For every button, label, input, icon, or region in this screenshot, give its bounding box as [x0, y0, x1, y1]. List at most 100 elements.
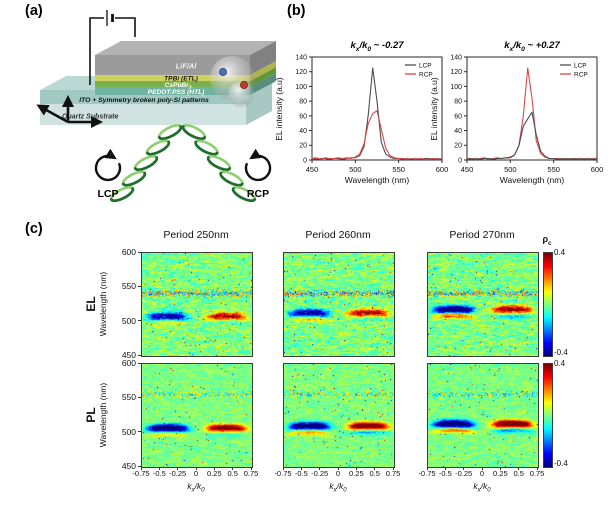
heatmap-xtick: 0.25	[349, 469, 364, 478]
xtick-mark	[177, 467, 179, 470]
xtick-mark	[319, 467, 321, 470]
heatmap-pl-period-270nm	[427, 363, 539, 468]
rcp-rotation-icon	[244, 148, 272, 182]
heatmap-ylabel: Wavelength (nm)	[98, 382, 108, 447]
svg-text:450: 450	[306, 165, 319, 174]
legend-entry: LCP	[419, 62, 432, 69]
led-stack: LiF/Al TPBi (ETL) CsPbBr3 PEDOT:PSS (HTL…	[95, 41, 276, 96]
curve-rcp	[311, 110, 443, 160]
svg-text:120: 120	[450, 69, 462, 76]
curve-lcp	[311, 67, 443, 160]
svg-text:500: 500	[349, 165, 362, 174]
heatmap-xtick: 0.75	[385, 469, 401, 478]
heatmap-xtick: 0.25	[207, 469, 222, 478]
heatmap-el-period-250nm	[141, 252, 253, 357]
heatmap-xtick: -0.5	[152, 469, 166, 478]
heatmap-xlabel: kx/k0	[329, 481, 347, 494]
svg-text:20: 20	[299, 143, 307, 150]
heatmap-xtick: -0.5	[294, 469, 308, 478]
ytick-mark	[138, 320, 141, 322]
xtick-mark	[481, 467, 483, 470]
heatmap-ytick: 550	[121, 281, 136, 292]
ito-label: ITO + Symmetry broken poly-Si patterns	[79, 97, 209, 104]
hole-dot	[240, 81, 248, 89]
svg-text:550: 550	[392, 165, 405, 174]
colorbar-el	[543, 252, 553, 357]
lcp-label: LCP	[98, 188, 119, 200]
svg-text:40: 40	[454, 128, 462, 135]
cathode-side	[250, 41, 276, 75]
svg-text:450: 450	[461, 165, 474, 174]
svg-text:0: 0	[458, 157, 462, 164]
svg-text:80: 80	[454, 99, 462, 106]
xtick-mark	[463, 467, 465, 470]
colorbar-max-label: 0.4	[554, 359, 566, 368]
cathode-label: LiF/Al	[176, 62, 198, 71]
xtick-mark	[426, 467, 428, 470]
svg-text:0: 0	[303, 157, 307, 164]
htl-layer	[95, 87, 250, 95]
xtick-mark	[140, 467, 142, 470]
ytick-mark	[138, 354, 141, 356]
cathode-top	[95, 41, 276, 55]
ytick-mark	[138, 285, 141, 287]
curve-rcp	[467, 67, 598, 160]
svg-text:500: 500	[504, 165, 517, 174]
xtick-mark	[518, 467, 520, 470]
xtick-mark	[444, 467, 446, 470]
heatmap-xlabel: kx/k0	[473, 481, 491, 494]
heatmap-ytick: 500	[121, 315, 136, 326]
ytick-mark	[138, 251, 141, 253]
svg-text:550: 550	[547, 165, 560, 174]
xtick-mark	[282, 467, 284, 470]
ytick-mark	[138, 431, 141, 433]
emitter-layer	[95, 81, 250, 87]
heatmap-xtick: 0	[193, 469, 199, 478]
small-sphere	[228, 81, 254, 107]
ytick-mark	[138, 396, 141, 398]
svg-text:100: 100	[295, 84, 307, 91]
heatmap-el-period-260nm	[283, 252, 395, 357]
panel-label-b: (b)	[287, 3, 306, 19]
heatmap-ytick: 500	[121, 426, 136, 437]
emitter-side	[250, 67, 276, 87]
heatmap-xtick: 0.5	[513, 469, 524, 478]
spectrum-xlabel: Wavelength (nm)	[344, 175, 410, 185]
heatmap-xtick: -0.25	[455, 469, 473, 478]
device-schematic: LiF/Al TPBi (ETL) CsPbBr3 PEDOT:PSS (HTL…	[36, 10, 276, 203]
ytick-mark	[138, 362, 141, 364]
heatmap-ytick: 600	[121, 247, 136, 257]
heatmap-ytick: 550	[121, 392, 136, 403]
el-spectrum-chart: 0 20 40 60 80 100 120 140 450 500 550 600 LCP RCP	[450, 54, 603, 174]
emitter-label: CsPbBr3	[165, 82, 192, 90]
exciton-sphere	[210, 56, 254, 107]
svg-text:140: 140	[295, 54, 307, 61]
xtick-mark	[213, 467, 215, 470]
colorbar-max-label: 0.4	[554, 248, 566, 257]
heatmap-ytick: 600	[121, 358, 136, 368]
lcp-helix-icon	[109, 123, 183, 203]
heatmap-xtick: -0.25	[169, 469, 187, 478]
heatmap-column-title: Period 270nm	[449, 229, 515, 241]
xtick-mark	[536, 467, 538, 470]
svg-text:60: 60	[299, 113, 307, 120]
panel-label-c: (c)	[25, 221, 43, 237]
xtick-mark	[374, 467, 376, 470]
el-spectrum-chart: 0 20 40 60 80 100 120 140 450 500 550 600 LCP RCP	[295, 54, 449, 174]
axes-triad	[36, 95, 103, 128]
colorbar-min-label: -0.4	[554, 459, 568, 468]
svg-text:20: 20	[454, 143, 462, 150]
svg-text:60: 60	[454, 113, 462, 120]
curve-lcp	[466, 111, 598, 160]
etl-side	[250, 61, 276, 81]
heatmap-xtick: -0.25	[311, 469, 329, 478]
spectrum-ylabel: EL intensity (a.u)	[429, 76, 439, 141]
ytick-mark	[138, 465, 141, 467]
xtick-mark	[337, 467, 339, 470]
svg-text:140: 140	[450, 54, 462, 61]
svg-text:40: 40	[299, 128, 307, 135]
spectrum-xlabel: Wavelength (nm)	[499, 175, 565, 185]
svg-text:600: 600	[436, 165, 449, 174]
svg-text:80: 80	[299, 99, 307, 106]
